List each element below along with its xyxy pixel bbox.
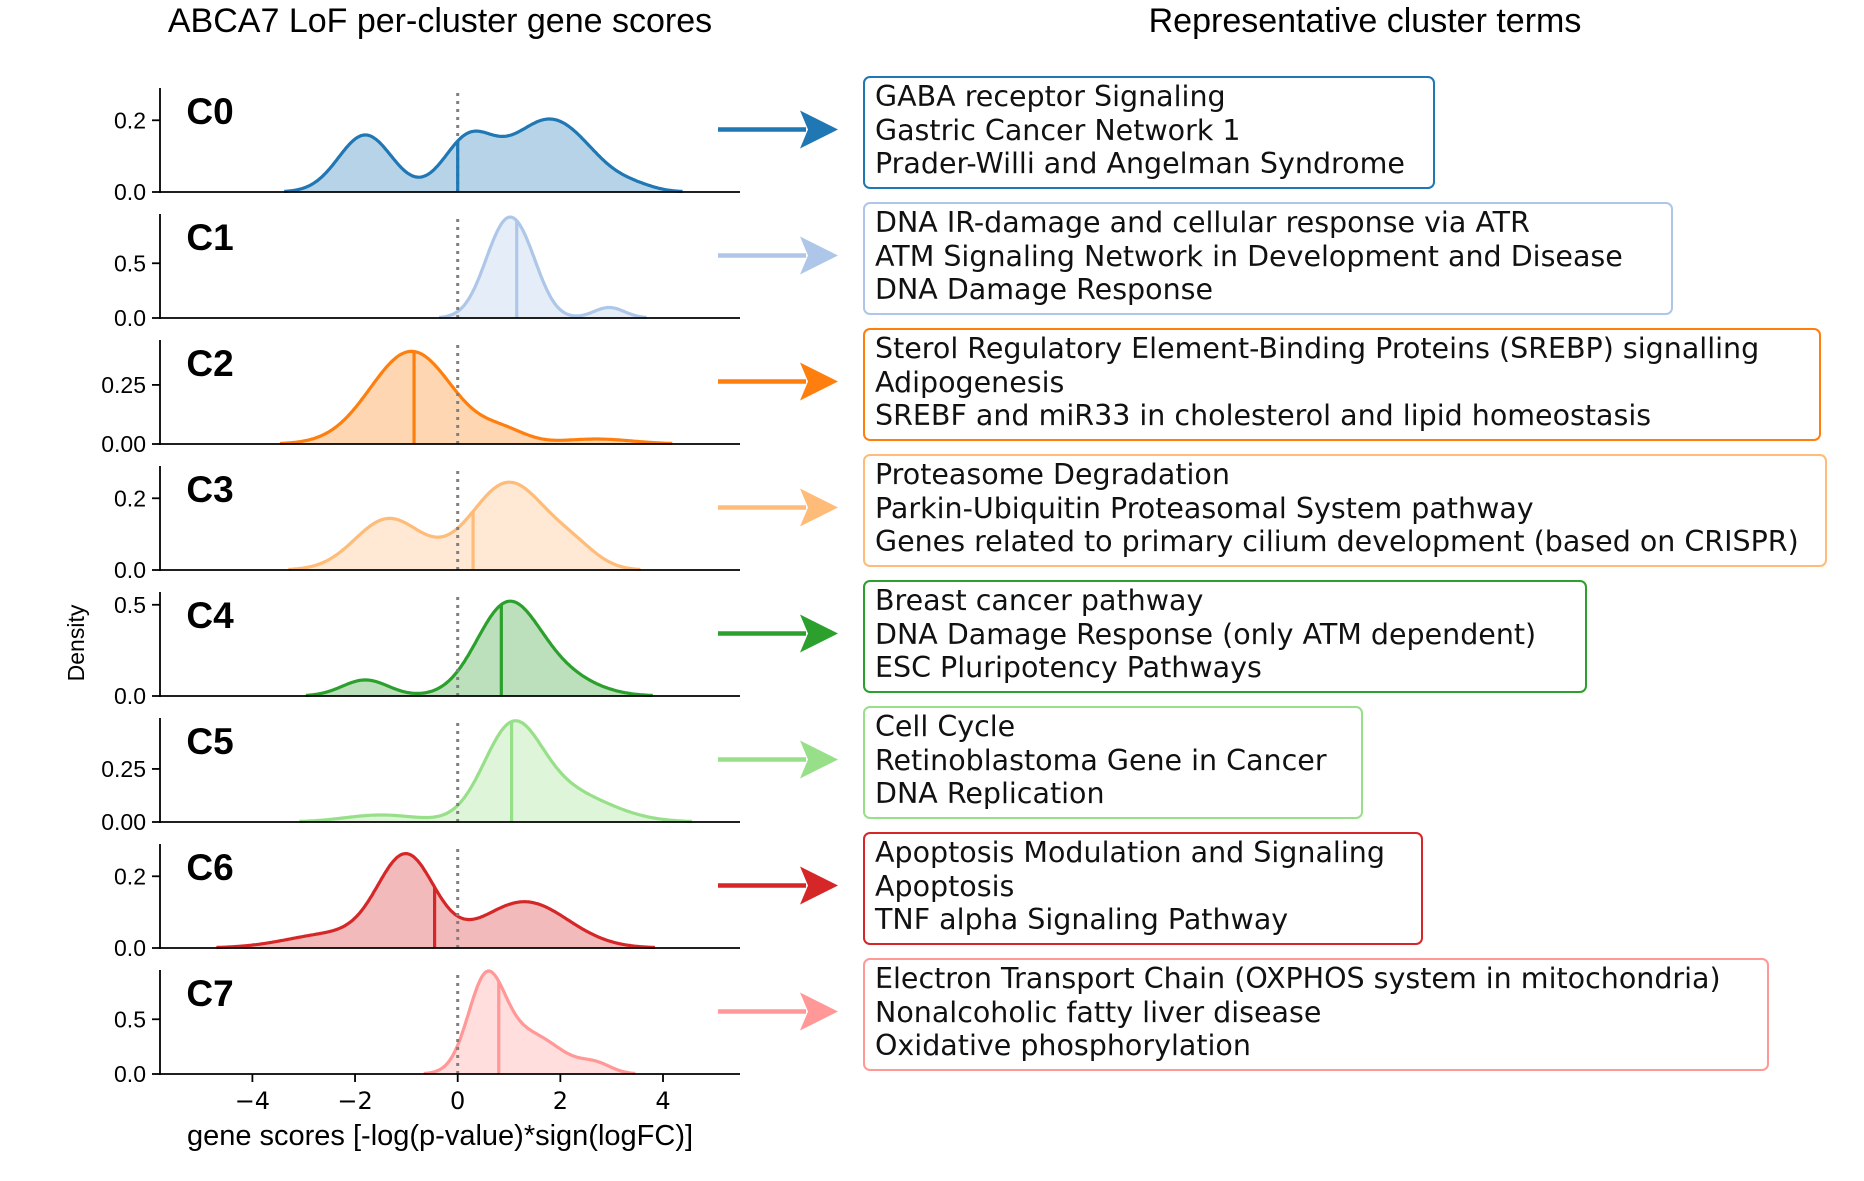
term-box-c7: Electron Transport Chain (OXPHOS system …: [863, 958, 1769, 1071]
density-area-c0: [284, 119, 683, 192]
density-curve-c1: [439, 215, 647, 320]
term-text: SREBF and miR33 in cholesterol and lipid…: [875, 399, 1652, 432]
term-text: Sterol Regulatory Element-Binding Protei…: [875, 332, 1760, 365]
density-panel-c6: 0.0 0.2 C6: [114, 844, 740, 961]
density-area-c3: [288, 482, 641, 570]
cluster-label-c3: C3: [186, 469, 233, 510]
term-text: DNA IR-damage and cellular response via …: [875, 206, 1530, 239]
density-area-c2: [280, 351, 673, 444]
y-tick-label: 0.5: [114, 592, 146, 618]
cluster-label-c0: C0: [186, 91, 233, 132]
term-text: ATM Signaling Network in Development and…: [875, 239, 1623, 273]
term-box-c3: Proteasome Degradation Parkin-Ubiquitin P…: [863, 454, 1827, 567]
term-box-c2: Sterol Regulatory Element-Binding Protei…: [863, 328, 1821, 441]
term-text: GABA receptor Signaling: [875, 80, 1226, 113]
arrow-head-c4: [800, 614, 838, 653]
term-box-c5: Cell Cycle Retinoblastoma Gene in Cancer D…: [863, 706, 1363, 819]
term-text: Prader-Willi and Angelman Syndrome: [875, 147, 1405, 180]
term-text: Parkin-Ubiquitin Proteasomal System path…: [875, 491, 1534, 525]
density-panel-c2: 0.00 0.25 C2: [101, 340, 740, 457]
right-title: Representative cluster terms: [1149, 2, 1582, 40]
term-text: Retinoblastoma Gene in Cancer: [875, 743, 1327, 777]
term-text: Adipogenesis: [875, 365, 1065, 399]
term-text: DNA Damage Response (only ATM dependent): [875, 617, 1537, 651]
x-tick-label: 2: [553, 1087, 568, 1115]
term-text: ESC Pluripotency Pathways: [875, 651, 1262, 684]
y-tick-label: 0.0: [114, 935, 146, 961]
arrow-head-c3: [800, 488, 838, 527]
term-text: Proteasome Degradation: [875, 458, 1230, 491]
term-text: Genes related to primary cilium developm…: [875, 525, 1799, 558]
density-area-c1: [439, 217, 647, 318]
term-text: DNA Damage Response: [875, 273, 1214, 306]
x-tick-label: −4: [235, 1087, 270, 1115]
term-text: Oxidative phosphorylation: [875, 1029, 1251, 1062]
density-curve-c4: [305, 599, 653, 698]
arrow-head-c6: [800, 866, 838, 905]
density-panel-c4: 0.0 0.5 C4: [114, 592, 740, 709]
term-text: Apoptosis: [875, 869, 1015, 903]
arrow-head-c5: [800, 740, 838, 779]
y-tick-label: 0.5: [114, 1006, 146, 1032]
term-box-c4: Breast cancer pathway DNA Damage Response…: [863, 580, 1587, 693]
cluster-label-c5: C5: [186, 721, 233, 762]
cluster-arrows: [718, 110, 838, 1031]
term-box-c1: DNA IR-damage and cellular response via …: [863, 202, 1673, 315]
y-tick-label: 0.2: [114, 485, 146, 511]
term-text: Nonalcoholic fatty liver disease: [875, 995, 1322, 1029]
density-curve-c3: [288, 480, 641, 571]
cluster-label-c4: C4: [186, 595, 234, 636]
arrow-head-c7: [800, 992, 838, 1031]
y-tick-label: 0.5: [114, 250, 146, 276]
density-area-c4: [305, 601, 653, 696]
x-axis-label: gene scores [-log(p-value)*sign(logFC)]: [187, 1120, 693, 1152]
arrow-head-c2: [800, 362, 838, 401]
x-tick-label: 0: [450, 1087, 465, 1115]
y-axis-label: Density: [63, 604, 89, 681]
y-tick-label: 0.0: [114, 305, 146, 331]
left-title: ABCA7 LoF per-cluster gene scores: [168, 2, 712, 40]
term-text: Electron Transport Chain (OXPHOS system …: [875, 962, 1721, 995]
term-box-c0: GABA receptor Signaling Gastric Cancer Ne…: [863, 76, 1435, 189]
term-text: Gastric Cancer Network 1: [875, 113, 1241, 147]
y-tick-label: 0.2: [114, 107, 146, 133]
density-curve-c0: [284, 117, 683, 194]
density-panel-c7: 0.0 0.5 C7: [114, 969, 740, 1087]
density-curve-c2: [280, 349, 673, 446]
y-tick-label: 0.25: [101, 756, 146, 782]
cluster-label-c7: C7: [186, 973, 233, 1014]
density-panel-c0: 0.0 0.2 C0: [114, 88, 740, 205]
density-area-c5: [299, 720, 692, 822]
y-tick-label: 0.00: [101, 431, 146, 457]
density-curve-c5: [299, 719, 692, 824]
term-text: Apoptosis Modulation and Signaling: [875, 836, 1385, 869]
term-text: Cell Cycle: [875, 710, 1016, 743]
y-tick-label: 0.2: [114, 863, 146, 889]
term-text: Breast cancer pathway: [875, 584, 1204, 617]
arrow-head-c0: [800, 110, 838, 149]
density-area-c7: [423, 971, 636, 1074]
cluster-label-c1: C1: [186, 217, 233, 258]
term-text: TNF alpha Signaling Pathway: [875, 903, 1289, 936]
x-axis: −4 −2 0 2 4: [235, 1074, 671, 1115]
cluster-label-c6: C6: [186, 847, 233, 888]
y-tick-label: 0.25: [101, 372, 146, 398]
density-panel-c5: 0.00 0.25 C5: [101, 718, 740, 835]
y-tick-label: 0.0: [114, 557, 146, 583]
y-tick-label: 0.00: [101, 809, 146, 835]
y-tick-label: 0.0: [114, 179, 146, 205]
density-panel-c1: 0.0 0.5 C1: [114, 214, 740, 331]
arrow-head-c1: [800, 236, 838, 275]
density-panel-c3: 0.0 0.2 C3: [114, 466, 740, 583]
density-panels: 0.0 0.2 C0 0.0 0.5 C1 0.00 0.25 C2 0.0 0.2 C3 0.0 0.5…: [101, 88, 740, 1087]
term-box-c6: Apoptosis Modulation and Signaling Apopto…: [863, 832, 1423, 945]
x-tick-label: −2: [337, 1087, 372, 1115]
x-tick-label: 4: [655, 1087, 670, 1115]
y-tick-label: 0.0: [114, 683, 146, 709]
y-tick-label: 0.0: [114, 1061, 146, 1087]
cluster-label-c2: C2: [186, 343, 233, 384]
term-text: DNA Replication: [875, 777, 1105, 810]
